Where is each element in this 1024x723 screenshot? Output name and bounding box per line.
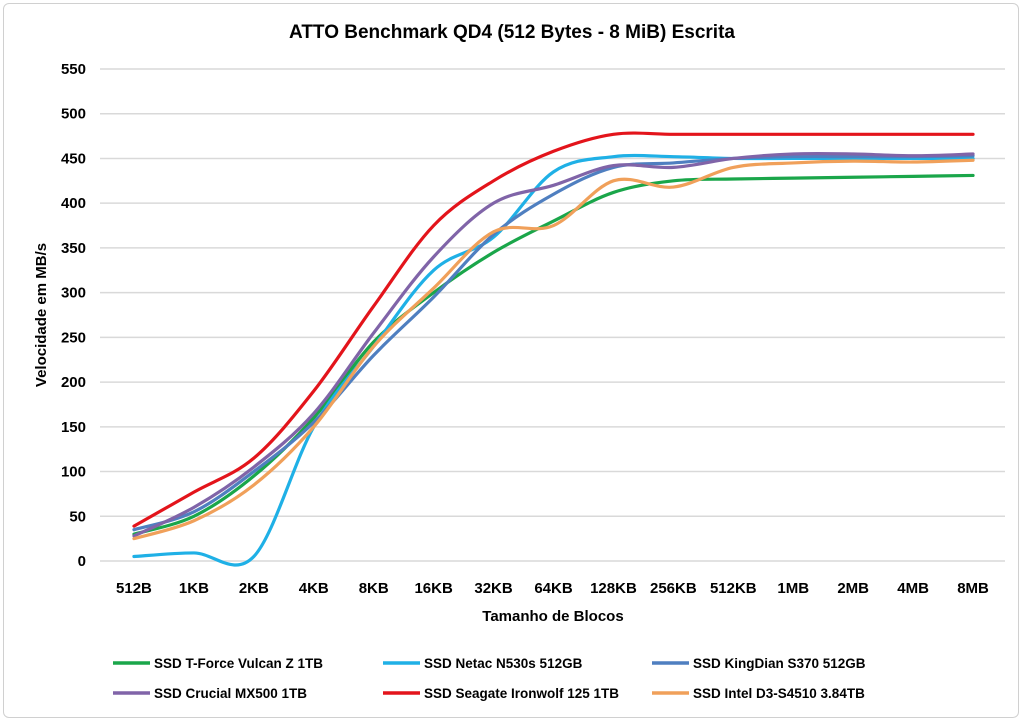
x-tick-label: 512B [116, 580, 152, 597]
y-tick-label: 150 [61, 419, 86, 436]
x-tick-label: 4KB [299, 580, 329, 597]
x-tick-label: 256KB [650, 580, 697, 597]
legend-label: SSD Intel D3-S4510 3.84TB [693, 686, 865, 701]
x-tick-label: 128KB [590, 580, 637, 597]
y-tick-label: 350 [61, 240, 86, 257]
chart-frame [3, 3, 1019, 718]
x-tick-label: 8MB [957, 580, 989, 597]
series-line [132, 131, 975, 528]
series-line [132, 153, 975, 567]
y-tick-label: 100 [61, 464, 86, 481]
x-tick-label: 1MB [777, 580, 809, 597]
y-tick-label: 450 [61, 150, 86, 167]
legend-label: SSD Seagate Ironwolf 125 1TB [424, 686, 619, 701]
x-tick-label: 2MB [837, 580, 869, 597]
x-tick-label: 64KB [534, 580, 573, 597]
legend-label: SSD T-Force Vulcan Z 1TB [154, 656, 323, 671]
y-axis-label: Velocidade em MB/s [33, 243, 50, 387]
chart-title: ATTO Benchmark QD4 (512 Bytes - 8 MiB) E… [289, 22, 735, 43]
x-tick-label: 32KB [474, 580, 513, 597]
y-tick-label: 300 [61, 285, 86, 302]
y-tick-label: 0 [78, 553, 86, 570]
y-tick-label: 200 [61, 374, 86, 391]
y-tick-label: 50 [69, 508, 86, 525]
legend-label: SSD Crucial MX500 1TB [154, 686, 307, 701]
x-tick-label: 512KB [710, 580, 757, 597]
legend-label: SSD KingDian S370 512GB [693, 656, 866, 671]
series-line [132, 151, 975, 538]
y-tick-label: 550 [61, 61, 86, 78]
legend-label: SSD Netac N530s 512GB [424, 656, 583, 671]
x-axis-label: Tamanho de Blocos [482, 608, 623, 625]
y-tick-label: 250 [61, 329, 86, 346]
series-line [132, 158, 975, 541]
y-tick-label: 500 [61, 106, 86, 123]
x-tick-label: 16KB [414, 580, 453, 597]
y-tick-label: 400 [61, 195, 86, 212]
x-tick-label: 1KB [179, 580, 209, 597]
x-tick-label: 2KB [239, 580, 269, 597]
x-tick-label: 8KB [359, 580, 389, 597]
series-line [132, 154, 975, 532]
x-tick-label: 4MB [897, 580, 929, 597]
